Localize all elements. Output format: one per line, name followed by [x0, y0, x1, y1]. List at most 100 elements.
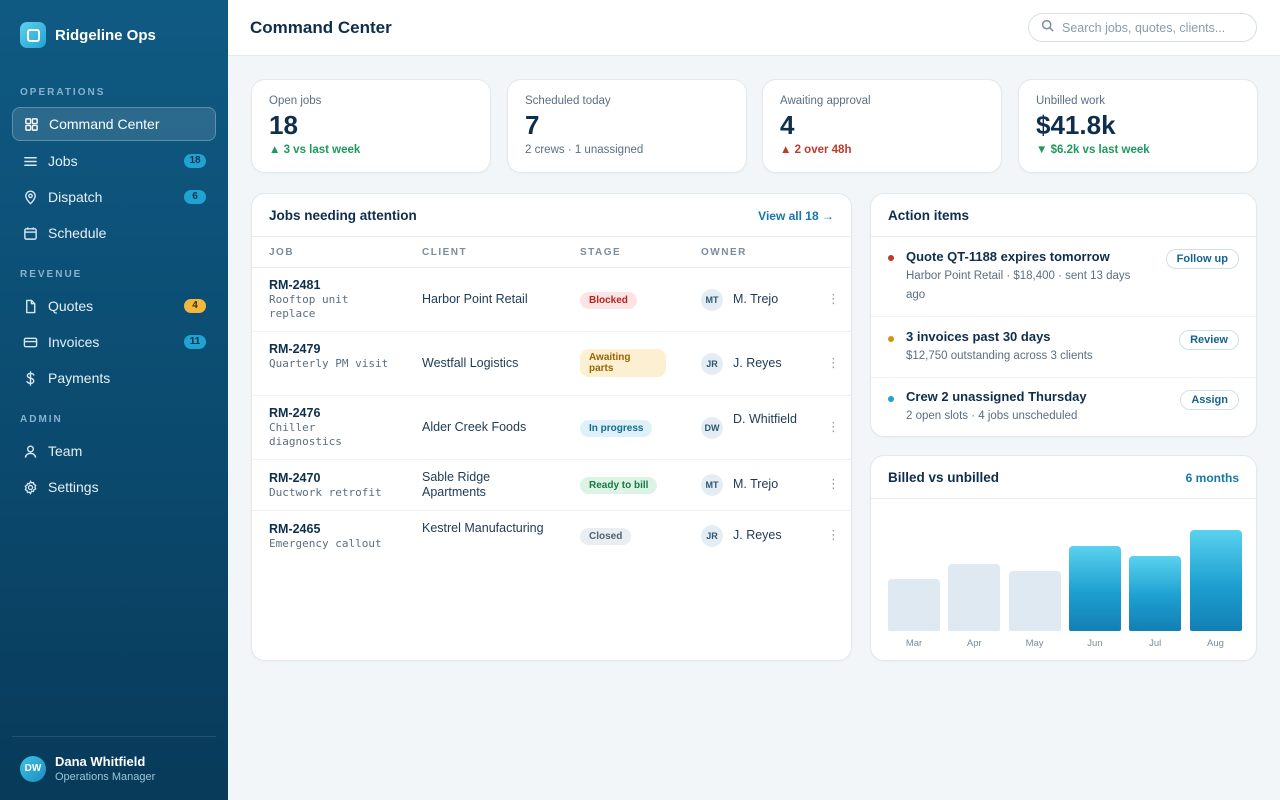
sidebar: Ridgeline Ops OPERATIONS Command Center …	[0, 0, 228, 800]
jobs-panel-title: Jobs needing attention	[269, 208, 417, 223]
action-item-title: 3 invoices past 30 days	[906, 329, 1051, 344]
owner-name: J. Reyes	[733, 528, 782, 542]
more-vertical-icon[interactable]: ⋮	[827, 527, 840, 542]
action-item-title: Quote QT-1188 expires tomorrow	[906, 249, 1110, 264]
job-id[interactable]: RM-2476	[269, 406, 321, 420]
column-header-job[interactable]: JOB	[269, 247, 295, 258]
kpi-value: 18	[269, 110, 298, 140]
review-button[interactable]: Review	[1179, 330, 1239, 350]
column-header-stage[interactable]: STAGE	[580, 247, 622, 258]
avatar: DW	[701, 417, 723, 439]
assign-button[interactable]: Assign	[1180, 390, 1239, 410]
sidebar-item-invoices[interactable]: Invoices 11	[12, 325, 216, 359]
bar-apr[interactable]	[948, 564, 1001, 631]
dispatch-count-badge: 6	[184, 190, 206, 204]
sidebar-item-payments[interactable]: Payments	[12, 361, 216, 395]
divider	[252, 459, 851, 460]
bar-chart: Mar Apr May Jun Jul Aug	[871, 456, 1258, 662]
x-tick-label: Jun	[1087, 638, 1103, 649]
list-icon	[22, 153, 38, 169]
job-id[interactable]: RM-2465	[269, 522, 321, 536]
brand[interactable]: Ridgeline Ops	[20, 22, 156, 48]
divider	[252, 510, 851, 511]
bar-jul[interactable]	[1129, 556, 1182, 631]
divider	[871, 498, 1256, 499]
user-icon	[22, 443, 38, 459]
kpi-label: Open jobs	[269, 95, 322, 107]
kpi-open-jobs: Open jobs 18 ▲ 3 vs last week	[251, 79, 491, 173]
divider	[871, 316, 1256, 317]
job-description: Ductwork retrofit	[269, 486, 382, 499]
nav-section-operations: OPERATIONS	[20, 87, 106, 98]
job-description: Emergency callout	[269, 537, 382, 550]
sidebar-item-settings[interactable]: Settings	[12, 470, 216, 504]
more-vertical-icon[interactable]: ⋮	[827, 419, 840, 434]
kpi-awaiting-approval: Awaiting approval 4 ▲ 2 over 48h	[762, 79, 1002, 173]
bar-may[interactable]	[1008, 571, 1061, 631]
divider	[871, 377, 1256, 378]
sidebar-item-label: Quotes	[48, 298, 94, 314]
billed-vs-unbilled-panel: Billed vs unbilled 6 months Mar Apr May Jun…	[870, 455, 1257, 661]
job-description: Rooftop unit replace	[269, 293, 349, 320]
view-all-jobs-link[interactable]: View all 18 →	[758, 209, 834, 223]
kpi-label: Unbilled work	[1036, 95, 1106, 107]
sidebar-item-team[interactable]: Team	[12, 434, 216, 468]
job-id[interactable]: RM-2479	[269, 342, 321, 356]
owner-name: M. Trejo	[733, 292, 779, 306]
table-row[interactable]: RM-2470 Ductwork retrofit Sable Ridge Ap…	[252, 460, 851, 511]
sidebar-item-jobs[interactable]: Jobs 18	[12, 144, 216, 178]
client-name: Westfall Logistics	[422, 356, 519, 370]
kpi-trend: ▲ 2 over 48h	[780, 144, 852, 156]
more-vertical-icon[interactable]: ⋮	[827, 355, 840, 370]
client-name: Harbor Point Retail	[422, 292, 528, 306]
user-role: Operations Manager	[55, 771, 156, 783]
divider	[871, 236, 1256, 237]
brand-logo-icon	[20, 22, 46, 48]
map-pin-icon	[22, 189, 38, 205]
action-item: Quote QT-1188 expires tomorrow Harbor Po…	[871, 237, 1256, 317]
table-row[interactable]: RM-2479 Quarterly PM visit Westfall Logi…	[252, 332, 851, 396]
owner-name: J. Reyes	[733, 356, 782, 370]
follow-up-button[interactable]: Follow up	[1165, 249, 1239, 269]
kpi-label: Awaiting approval	[780, 95, 871, 107]
bar-mar[interactable]	[888, 579, 940, 631]
page-title: Command Center	[250, 18, 392, 37]
action-items-title: Action items	[888, 208, 970, 223]
avatar: JR	[701, 353, 723, 375]
action-item-detail: $12,750 outstanding across 3 clients	[906, 350, 1093, 362]
status-badge: Blocked	[580, 292, 637, 309]
client-name: Kestrel Manufacturing	[422, 521, 544, 535]
chart-title: Billed vs unbilled	[888, 470, 1000, 485]
column-header-client[interactable]: CLIENT	[422, 247, 468, 258]
sidebar-item-command-center[interactable]: Command Center	[12, 107, 216, 141]
sidebar-item-label: Team	[48, 443, 83, 459]
sidebar-item-quotes[interactable]: Quotes 4	[12, 289, 216, 323]
more-vertical-icon[interactable]: ⋮	[827, 291, 840, 306]
more-vertical-icon[interactable]: ⋮	[827, 476, 840, 491]
table-row[interactable]: RM-2476 Chiller diagnostics Alder Creek …	[252, 396, 851, 460]
job-id[interactable]: RM-2470	[269, 471, 321, 485]
x-tick-label: May	[1025, 638, 1044, 649]
table-row[interactable]: RM-2465 Emergency callout Kestrel Manufa…	[252, 511, 851, 562]
sidebar-item-dispatch[interactable]: Dispatch 6	[12, 180, 216, 214]
kpi-trend: ▼ $6.2k vs last week	[1036, 144, 1150, 156]
kpi-scheduled-today: Scheduled today 7 2 crews · 1 unassigned	[507, 79, 747, 173]
range-selector[interactable]: 6 months	[1185, 471, 1239, 485]
document-icon	[22, 298, 38, 314]
x-tick-label: Jul	[1149, 638, 1162, 649]
sidebar-item-schedule[interactable]: Schedule	[12, 216, 216, 250]
column-header-owner[interactable]: OWNER	[701, 247, 747, 258]
action-item-detail: 2 open slots · 4 jobs unscheduled	[906, 410, 1078, 422]
bar-aug[interactable]	[1189, 530, 1242, 631]
search-box[interactable]	[1028, 13, 1257, 42]
bar-jun[interactable]	[1068, 546, 1121, 631]
table-row[interactable]: RM-2481 Rooftop unit replace Harbor Poin…	[252, 268, 851, 332]
invoices-count-badge: 11	[184, 335, 206, 349]
divider	[252, 236, 851, 237]
current-user[interactable]: DW Dana Whitfield Operations Manager	[12, 736, 216, 800]
calendar-icon	[22, 225, 38, 241]
job-id[interactable]: RM-2481	[269, 278, 321, 292]
divider	[252, 395, 851, 396]
search-input[interactable]	[1062, 20, 1242, 35]
priority-dot-icon	[888, 396, 894, 402]
